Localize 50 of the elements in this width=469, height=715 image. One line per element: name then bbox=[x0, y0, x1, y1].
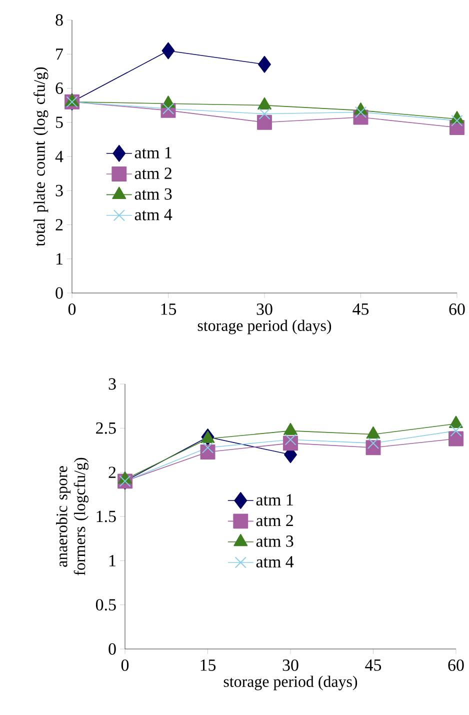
y-tick-label: 2 bbox=[56, 219, 63, 230]
legend-label: atm 3 bbox=[256, 535, 294, 547]
point bbox=[368, 437, 380, 449]
legend-label: atm 2 bbox=[256, 514, 294, 526]
y-tick-label: 1 bbox=[110, 555, 116, 566]
y-tick-label: 1.5 bbox=[96, 510, 116, 522]
y-tick-label: 3 bbox=[108, 378, 116, 390]
legend-label: atm 1 bbox=[134, 147, 172, 158]
x-tick-label: 30 bbox=[282, 659, 298, 671]
point bbox=[258, 108, 270, 120]
y-tick-label: 6 bbox=[56, 82, 64, 94]
y-tick-label: 8 bbox=[56, 14, 63, 26]
x-tick-label: 45 bbox=[352, 304, 369, 315]
x-tick-label: 45 bbox=[365, 659, 382, 671]
x-tick-label: 0 bbox=[122, 659, 129, 671]
point bbox=[258, 56, 272, 73]
y-tick-label: 0.5 bbox=[96, 599, 116, 611]
y-axis-title: total plate count (log cfu/g) bbox=[34, 67, 48, 246]
x-tick-label: 15 bbox=[161, 303, 176, 315]
legend-label: atm 1 bbox=[256, 494, 293, 506]
y-tick-label: 5 bbox=[56, 116, 63, 128]
point bbox=[450, 425, 462, 437]
y-tick-label: 0 bbox=[108, 643, 116, 655]
y-tick-label: 2 bbox=[108, 466, 116, 478]
y-tick-label: 2.5 bbox=[96, 422, 116, 434]
x-axis-title: storage period (days) bbox=[224, 676, 358, 690]
x-tick-label: 60 bbox=[449, 303, 465, 315]
x-tick-label: 30 bbox=[256, 303, 272, 315]
point bbox=[284, 434, 296, 446]
y-tick-label: 0 bbox=[56, 287, 63, 299]
point bbox=[448, 431, 464, 446]
legend-label: atm 3 bbox=[134, 188, 172, 200]
legend-label: atm 2 bbox=[134, 168, 172, 180]
y-tick-label: 3 bbox=[56, 184, 63, 196]
point bbox=[451, 114, 463, 126]
point bbox=[355, 106, 367, 118]
legend-label: atm 4 bbox=[256, 556, 294, 568]
y-tick-label: 4 bbox=[55, 150, 64, 162]
point bbox=[162, 102, 174, 115]
x-tick-label: 60 bbox=[448, 659, 464, 671]
y-tick-label: 7 bbox=[56, 48, 64, 60]
x-tick-label: 0 bbox=[68, 303, 76, 315]
point bbox=[162, 42, 175, 60]
y-tick-label: 1 bbox=[56, 253, 63, 264]
x-tick-label: 15 bbox=[200, 659, 216, 671]
point bbox=[257, 114, 272, 130]
point bbox=[202, 442, 214, 454]
legend-label: atm 4 bbox=[134, 209, 172, 220]
x-axis-title: storage period (days) bbox=[198, 320, 332, 334]
y-axis-title: anaerobic spore formers (logcfu/g) bbox=[56, 458, 89, 576]
